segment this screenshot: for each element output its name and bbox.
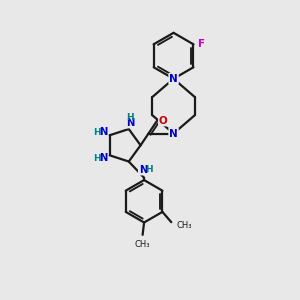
Text: CH₃: CH₃	[177, 220, 192, 230]
Text: H: H	[94, 154, 101, 163]
Text: CH₃: CH₃	[135, 240, 150, 249]
Text: O: O	[159, 116, 168, 126]
Text: N: N	[126, 118, 134, 128]
Text: F: F	[198, 39, 205, 49]
Text: H: H	[145, 165, 153, 174]
Text: H: H	[94, 128, 101, 137]
Text: H: H	[126, 113, 134, 122]
Text: N: N	[99, 127, 107, 137]
Text: N: N	[169, 128, 178, 139]
Text: N: N	[139, 165, 147, 175]
Text: N: N	[99, 153, 107, 163]
Text: N: N	[169, 74, 178, 84]
